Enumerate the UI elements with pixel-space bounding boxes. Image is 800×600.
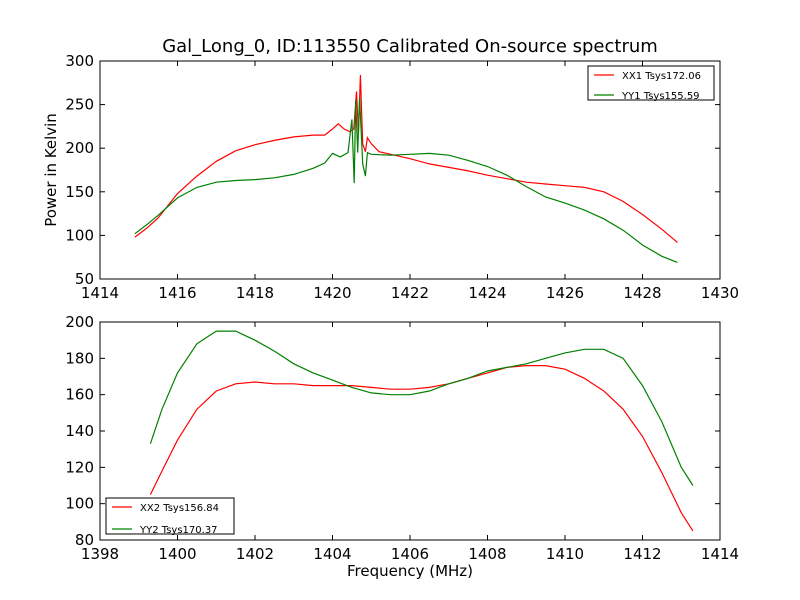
y-tick-label: 120	[65, 458, 94, 476]
legend-label: XX1 Tsys172.06	[622, 71, 701, 82]
legend	[105, 497, 235, 535]
x-tick-label: 1426	[546, 284, 584, 302]
y-tick-label: 250	[65, 96, 94, 114]
series-line-xx1	[134, 74, 678, 243]
x-tick-label: 1414	[701, 545, 739, 563]
series-line-yy1	[134, 97, 678, 263]
legend	[587, 65, 715, 101]
x-tick-label: 1422	[391, 284, 429, 302]
legend-label: YY2 Tsys170.37	[139, 525, 218, 536]
x-tick-label: 1412	[623, 545, 661, 563]
series-line-yy2	[149, 330, 694, 486]
x-tick-label: 1430	[701, 284, 739, 302]
y-axis-label: Power in Kelvin	[42, 113, 60, 227]
x-axis-label: Frequency (MHz)	[347, 562, 473, 580]
y-tick-label: 300	[65, 52, 94, 70]
x-tick-label: 1414	[81, 284, 119, 302]
y-tick-label: 180	[65, 349, 94, 367]
x-tick-label: 1406	[391, 545, 429, 563]
y-tick-label: 100	[65, 495, 94, 513]
x-tick-label: 1400	[158, 545, 196, 563]
x-tick-label: 1398	[81, 545, 119, 563]
y-tick-label: 80	[75, 531, 94, 549]
y-tick-label: 100	[65, 226, 94, 244]
x-tick-label: 1410	[546, 545, 584, 563]
x-tick-label: 1420	[313, 284, 351, 302]
bottom-spectrum-plot: 1398 1400 1402 1404 1406 1408 1410 1412 1414 80 10…	[65, 313, 739, 563]
x-tick-label: 1402	[236, 545, 274, 563]
y-tick-label: 50	[75, 270, 94, 288]
y-tick-label: 200	[65, 139, 94, 157]
y-tick-label: 200	[65, 313, 94, 331]
x-tick-label: 1428	[623, 284, 661, 302]
x-tick-label: 1424	[468, 284, 506, 302]
x-tick-label: 1416	[158, 284, 196, 302]
y-tick-label: 150	[65, 183, 94, 201]
chart-title: Gal_Long_0, ID:113550 Calibrated On-sour…	[162, 36, 658, 57]
x-tick-label: 1408	[468, 545, 506, 563]
y-tick-label: 140	[65, 422, 94, 440]
legend-label: YY1 Tsys155.59	[621, 91, 700, 102]
top-spectrum-plot: 1414 1416 1418 1420 1422 1424 1426 1428 1430 50 10…	[65, 52, 739, 302]
x-tick-label: 1418	[236, 284, 274, 302]
x-tick-label: 1404	[313, 545, 351, 563]
y-tick-label: 160	[65, 386, 94, 404]
legend-label: XX2 Tsys156.84	[140, 503, 219, 514]
series-line-xx2	[149, 365, 694, 532]
